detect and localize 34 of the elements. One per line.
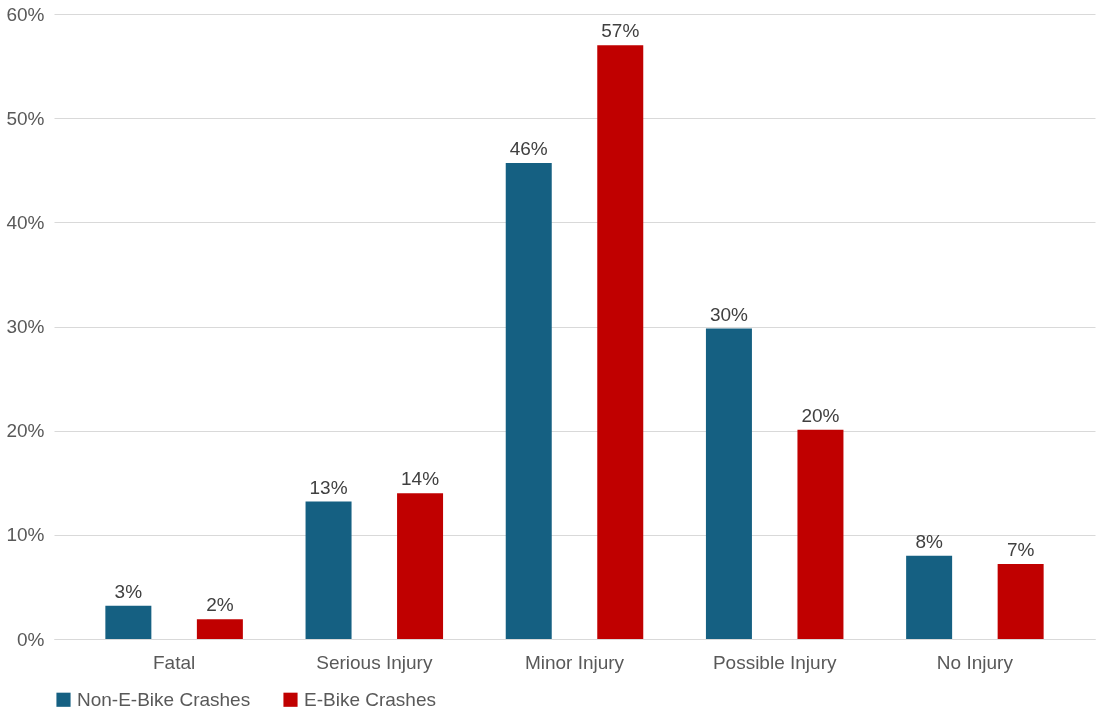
data-label: 2% (206, 594, 234, 616)
bar (105, 605, 152, 639)
x-tick-label: Fatal (152, 651, 196, 673)
data-label: 14% (401, 468, 440, 490)
bar (397, 493, 444, 639)
data-label: 30% (709, 303, 749, 325)
bar (797, 429, 844, 639)
legend-label: E-Bike Crashes (304, 688, 436, 710)
y-tick-label: 40% (6, 211, 45, 233)
y-tick-label: 60% (6, 3, 45, 25)
data-label: 57% (601, 20, 640, 42)
legend-label: Non-E-Bike Crashes (77, 688, 251, 710)
y-tick-label: 50% (6, 107, 45, 129)
x-tick-label: Serious Injury (316, 651, 433, 673)
bar (705, 328, 752, 639)
bar (305, 501, 352, 639)
y-tick-label: 20% (6, 420, 45, 442)
data-label: 8% (915, 530, 943, 552)
data-label: 3% (114, 580, 143, 602)
bar (196, 619, 243, 639)
bar (997, 564, 1044, 639)
x-tick-label: Minor Injury (524, 651, 625, 673)
data-label: 13% (309, 476, 348, 498)
x-tick-label: No Injury (936, 651, 1014, 673)
bar (505, 162, 552, 639)
y-tick-label: 30% (6, 316, 45, 337)
data-label: 20% (801, 404, 840, 426)
bar (906, 555, 953, 639)
y-tick-label: 10% (6, 524, 45, 546)
bar (597, 45, 644, 639)
data-label: 7% (1006, 539, 1035, 560)
y-tick-label: 0% (17, 628, 45, 650)
data-label: 46% (509, 137, 548, 159)
x-tick-label: Possible Injury (712, 651, 837, 673)
